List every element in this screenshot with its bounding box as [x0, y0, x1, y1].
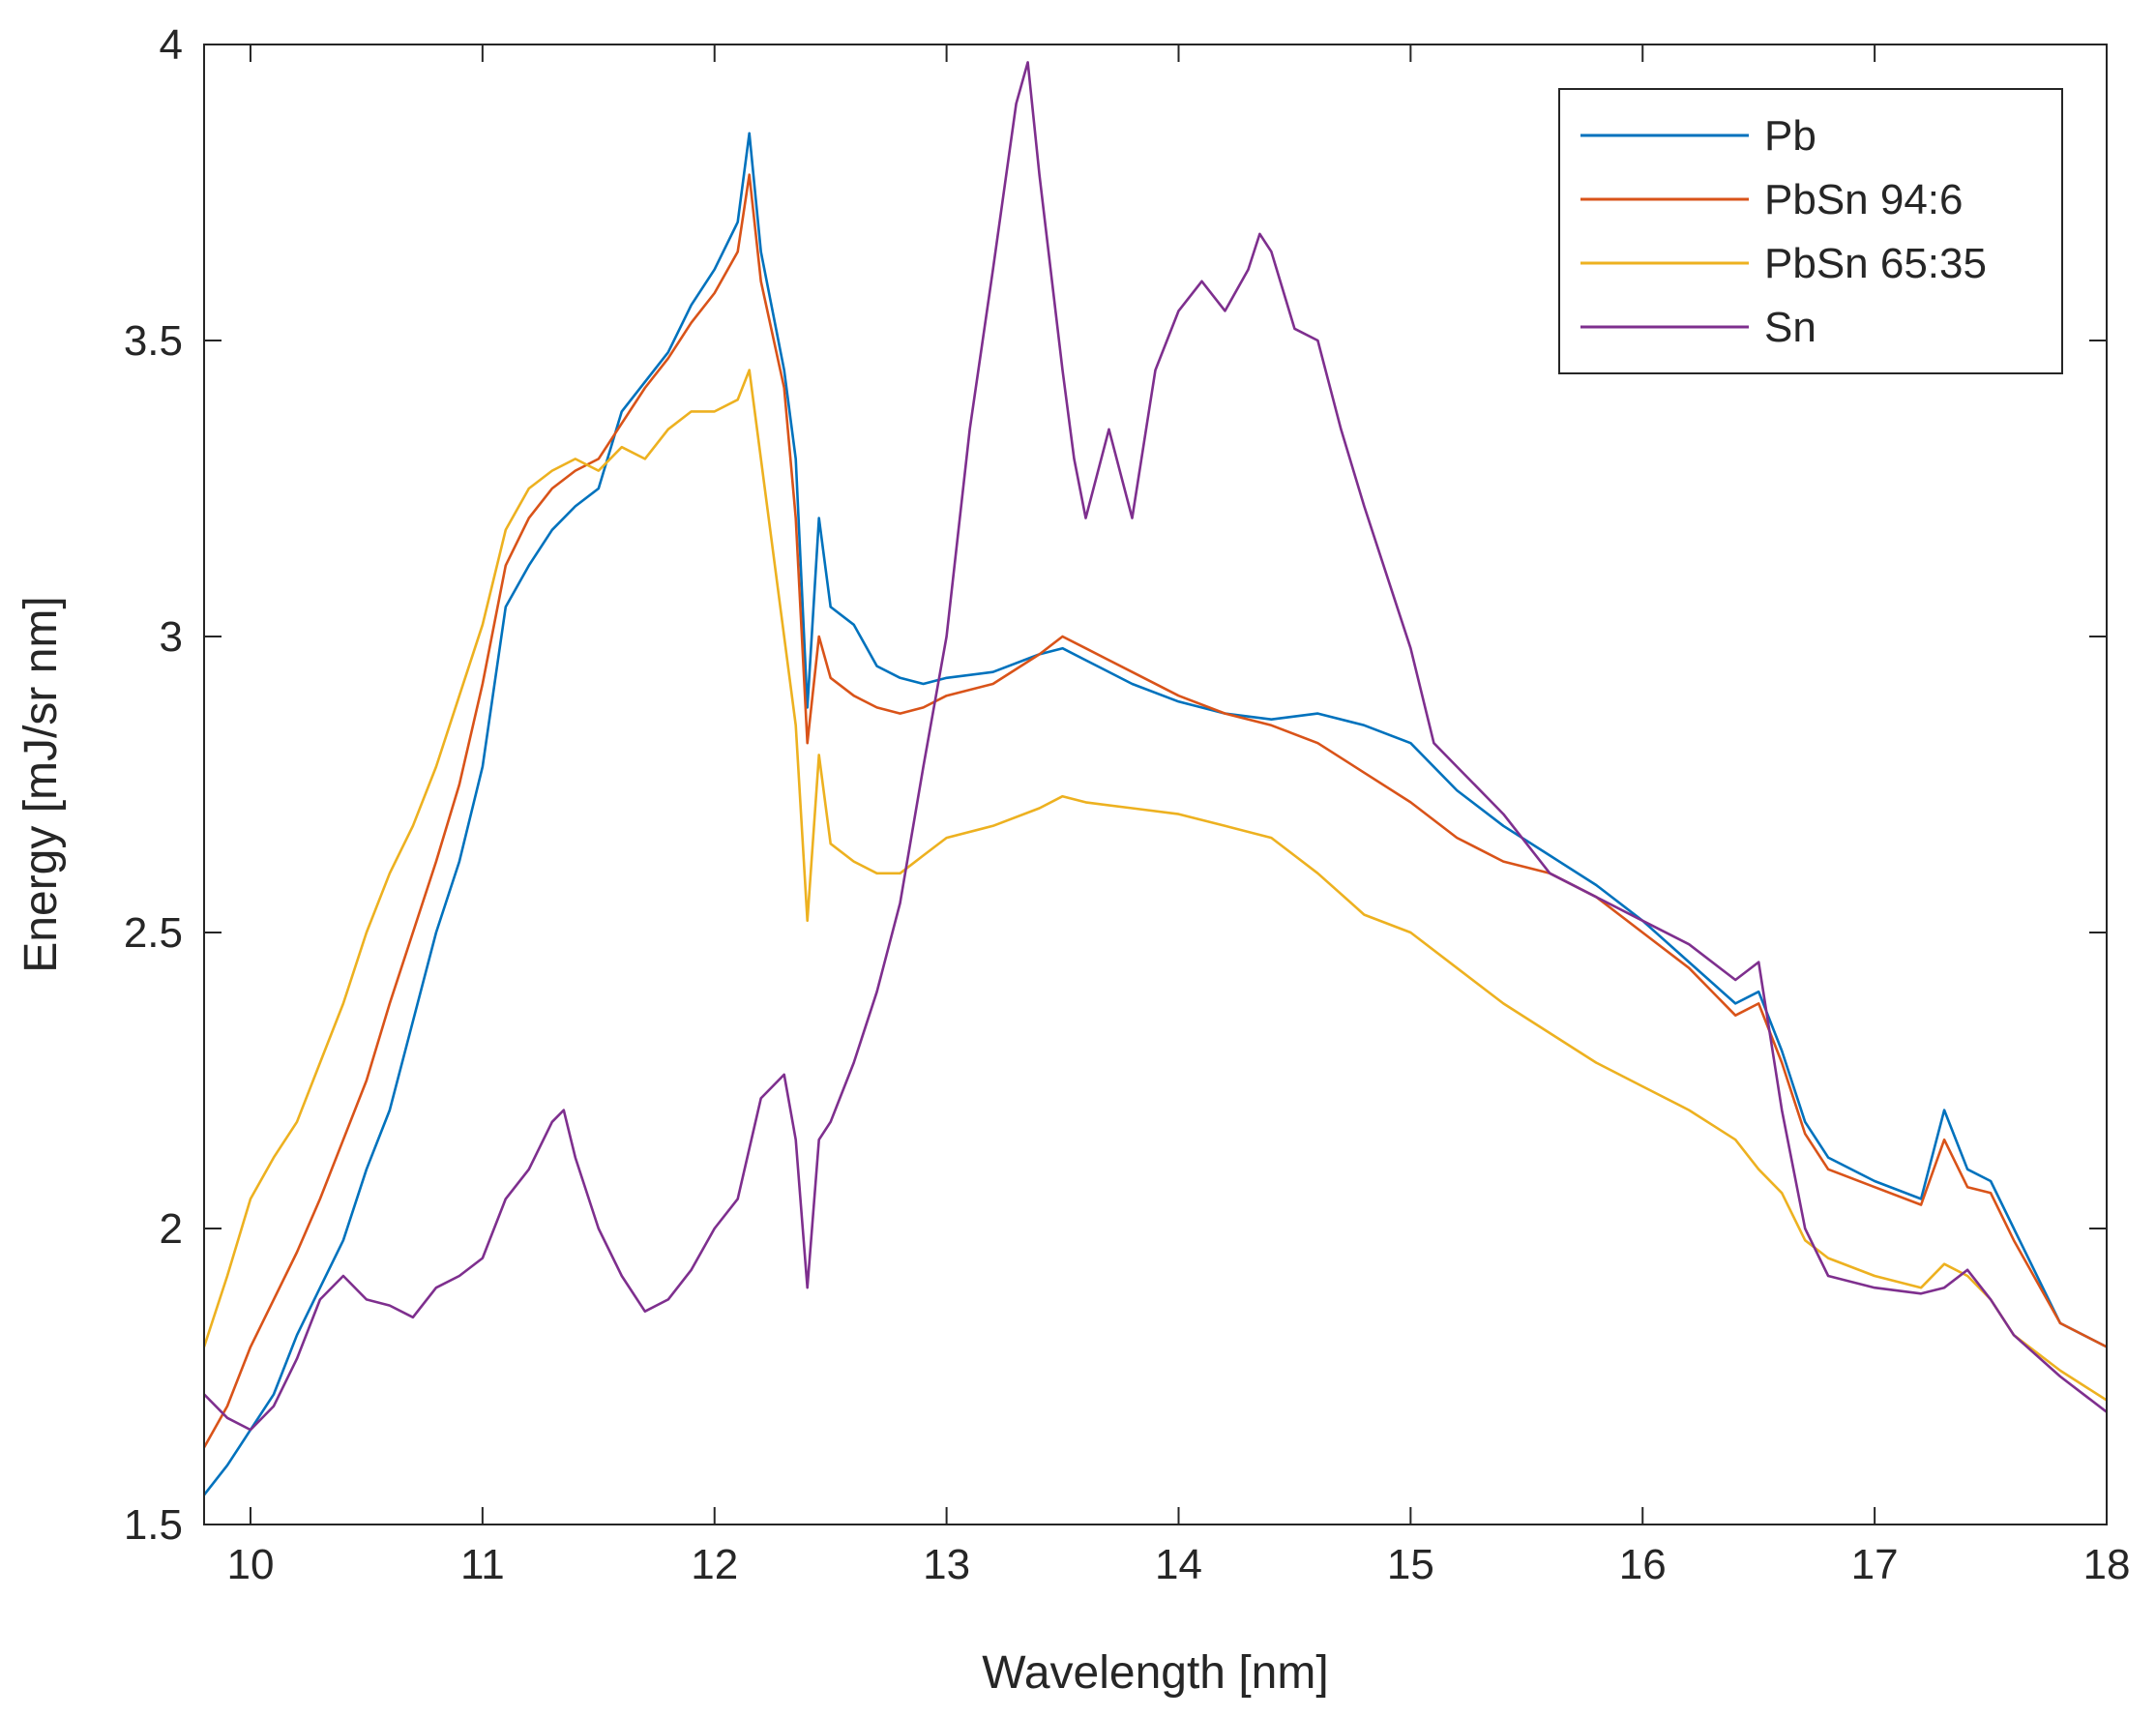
plot-frame	[203, 44, 2108, 1525]
x-tick-label: 18	[2083, 1541, 2131, 1588]
x-tick-label: 10	[226, 1541, 274, 1588]
series-line-0	[202, 132, 2108, 1496]
legend-label: PbSn 65:35	[1764, 240, 1987, 287]
legend-label: Sn	[1764, 304, 1816, 351]
y-axis-title: Energy [mJ/sr nm]	[15, 596, 67, 972]
x-axis-title: Wavelength [nm]	[982, 1647, 1328, 1699]
y-tick-label: 2.5	[124, 909, 183, 957]
x-tick-label: 14	[1155, 1541, 1202, 1588]
y-tick-label: 3.5	[124, 317, 183, 365]
y-tick-label: 3	[160, 613, 183, 661]
y-tick-label: 4	[160, 21, 183, 69]
legend-label: PbSn 94:6	[1764, 176, 1964, 223]
x-tick-label: 12	[691, 1541, 738, 1588]
legend-label: Pb	[1764, 112, 1816, 160]
x-tick-label: 15	[1387, 1541, 1434, 1588]
x-tick-label: 17	[1851, 1541, 1899, 1588]
x-tick-label: 11	[460, 1541, 505, 1588]
series-line-3	[203, 61, 2108, 1432]
series-line-2	[202, 369, 2108, 1402]
x-axis: 10 11 12 13 14 15 16 17 18	[226, 44, 2130, 1588]
x-tick-label: 16	[1619, 1541, 1667, 1588]
x-tick-label: 13	[923, 1541, 970, 1588]
series-line-1	[202, 173, 2108, 1449]
y-tick-label: 2	[160, 1205, 183, 1253]
y-tick-label: 1.5	[124, 1501, 183, 1549]
legend: Pb PbSn 94:6 PbSn 65:35 Sn	[1558, 88, 2063, 374]
y-axis: 1.5 2 2.5 3 3.5 4	[124, 21, 2107, 1549]
series-layer	[202, 61, 2108, 1496]
